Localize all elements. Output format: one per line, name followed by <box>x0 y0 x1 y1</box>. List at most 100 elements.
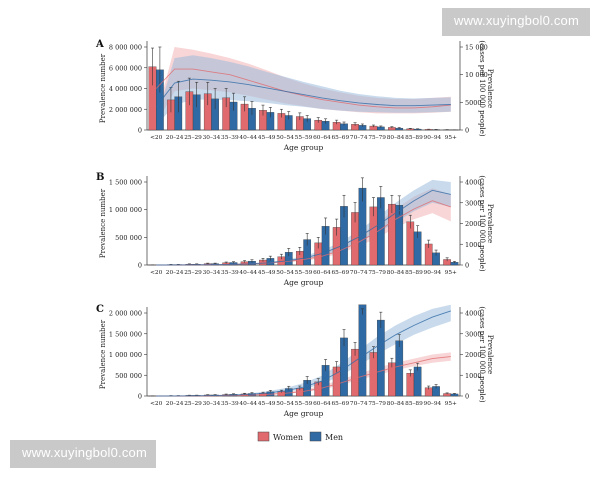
legend-label-men: Men <box>325 433 343 442</box>
x-tick-label: 70–74 <box>350 401 368 407</box>
y2-tick-label: 10 000 <box>465 71 488 79</box>
y-tick-label: 0 <box>138 262 142 270</box>
y-tick-label: 500 000 <box>115 372 142 380</box>
x-tick-label: 50–54 <box>276 270 294 276</box>
x-tick-label: 30–34 <box>203 401 221 407</box>
x-tick-label: 20–24 <box>166 401 184 407</box>
x-tick-label: 80–84 <box>387 135 405 141</box>
y2-tick-label: 5000 <box>465 99 482 107</box>
x-tick-label: 95+ <box>445 270 457 276</box>
y2-tick-label: 0 <box>465 393 469 401</box>
x-axis-title: Age group <box>283 278 324 287</box>
x-tick-label: 30–34 <box>203 135 221 141</box>
x-tick-label: 65–69 <box>331 401 349 407</box>
x-tick-label: 75–79 <box>368 401 386 407</box>
x-tick-label: 60–64 <box>313 270 331 276</box>
x-tick-label: 40–44 <box>239 401 257 407</box>
watermark-bottom: www.xuyingbol0.com <box>10 440 156 468</box>
x-tick-label: 55–59 <box>295 135 313 141</box>
y2-axis-title: Prevalence(cases per 100 000 people) <box>478 306 494 402</box>
y-tick-label: 2 000 000 <box>109 106 142 114</box>
panel-c: C 2 000 000 1 500 000 1 000 000 500 000 0 4000… <box>96 304 494 418</box>
y-axis-title: Prevalence number <box>99 188 107 258</box>
y2-tick-label: 4000 <box>465 179 482 187</box>
x-tick-label: 95+ <box>445 401 457 407</box>
x-tick-label: 55–59 <box>295 270 313 276</box>
x-axis-title: Age group <box>283 409 324 418</box>
x-tick-label: 65–69 <box>331 270 349 276</box>
rate-line-men <box>156 310 451 397</box>
x-tick-label: 55–59 <box>295 401 313 407</box>
x-tick-label: 70–74 <box>350 270 368 276</box>
x-tick-label: 50–54 <box>276 135 294 141</box>
y2-axis-title-line: (cases per 100 000 people) <box>478 306 486 402</box>
x-tick-label: 20–24 <box>166 270 184 276</box>
y-tick-label: 1 000 000 <box>109 206 142 214</box>
y-tick-label: 500 000 <box>115 234 142 242</box>
x-tick-label: 60–64 <box>313 401 331 407</box>
x-tick-label: 90–94 <box>424 135 442 141</box>
panel-label: C <box>96 304 104 315</box>
y-tick-label: 4 000 000 <box>109 85 142 93</box>
y-tick-label: 1 000 000 <box>109 351 142 359</box>
y2-tick-label: 2000 <box>465 220 482 228</box>
legend-label-women: Women <box>273 433 303 442</box>
y-tick-label: 6 000 000 <box>109 64 142 72</box>
bar-men <box>358 304 367 397</box>
watermark-top: www.xuyingbol0.com <box>442 8 590 36</box>
y-tick-label: 1 500 000 <box>109 179 142 187</box>
y2-tick-label: 0 <box>465 262 469 270</box>
bar-women <box>406 373 415 397</box>
panel-label: B <box>96 172 104 183</box>
x-tick-label: 25–29 <box>184 401 202 407</box>
x-tick-label: 80–84 <box>387 401 405 407</box>
y2-tick-label: 1000 <box>465 372 482 380</box>
y2-tick-label: 3000 <box>465 199 482 207</box>
y-tick-label: 2 000 000 <box>109 310 142 318</box>
x-tick-label: 80–84 <box>387 270 405 276</box>
x-tick-label: <20 <box>150 270 163 276</box>
x-tick-label: 35–39 <box>221 135 239 141</box>
y2-axis-title: Prevalence(cases per 100 000 people) <box>478 175 494 271</box>
rate-band-men <box>156 304 451 396</box>
x-tick-label: 20–24 <box>166 135 184 141</box>
x-tick-label: <20 <box>150 401 163 407</box>
x-tick-label: <20 <box>150 135 163 141</box>
x-tick-label: 85–89 <box>405 135 423 141</box>
y2-axis-title-line: Prevalence <box>486 204 494 243</box>
x-tick-label: 40–44 <box>239 270 257 276</box>
bar-men <box>376 319 385 397</box>
y2-axis-title-line: Prevalence <box>486 69 494 108</box>
y2-axis-title-line: Prevalence <box>486 335 494 374</box>
x-tick-label: 85–89 <box>405 270 423 276</box>
y-tick-label: 0 <box>138 393 142 401</box>
x-tick-label: 35–39 <box>221 401 239 407</box>
bar-men <box>395 340 404 397</box>
panel-a: A 8 000 000 6 000 000 4 000 000 2 000 000 0 15… <box>95 39 494 152</box>
bar-women <box>351 348 359 397</box>
y-axis-title: Prevalence number <box>99 319 107 389</box>
panel-b: B 1 500 000 1 000 000 500 000 0 4000 3000 2000 1… <box>96 172 494 287</box>
legend: Women Men <box>257 431 343 442</box>
x-tick-label: 70–74 <box>350 135 368 141</box>
x-tick-label: 45–49 <box>258 270 276 276</box>
x-tick-label: 75–79 <box>368 135 386 141</box>
x-tick-label: 75–79 <box>368 270 386 276</box>
y2-axis-title-line: (cases per 100 000 people) <box>478 175 486 271</box>
panel-label: A <box>95 39 104 50</box>
x-tick-label: 90–94 <box>424 401 442 407</box>
rate-line-women <box>155 68 451 109</box>
y2-tick-label: 2000 <box>465 351 482 359</box>
legend-swatch-men <box>309 431 322 442</box>
x-tick-label: 25–29 <box>184 270 202 276</box>
rate-band-men <box>156 55 451 126</box>
x-tick-label: 90–94 <box>424 270 442 276</box>
y-tick-label: 8 000 000 <box>109 44 142 52</box>
y-tick-label: 1 500 000 <box>109 330 142 338</box>
x-tick-label: 85–89 <box>405 401 423 407</box>
x-tick-label: 50–54 <box>276 401 294 407</box>
y2-tick-label: 1000 <box>465 241 482 249</box>
x-tick-label: 40–44 <box>239 135 257 141</box>
x-tick-label: 25–29 <box>184 135 202 141</box>
